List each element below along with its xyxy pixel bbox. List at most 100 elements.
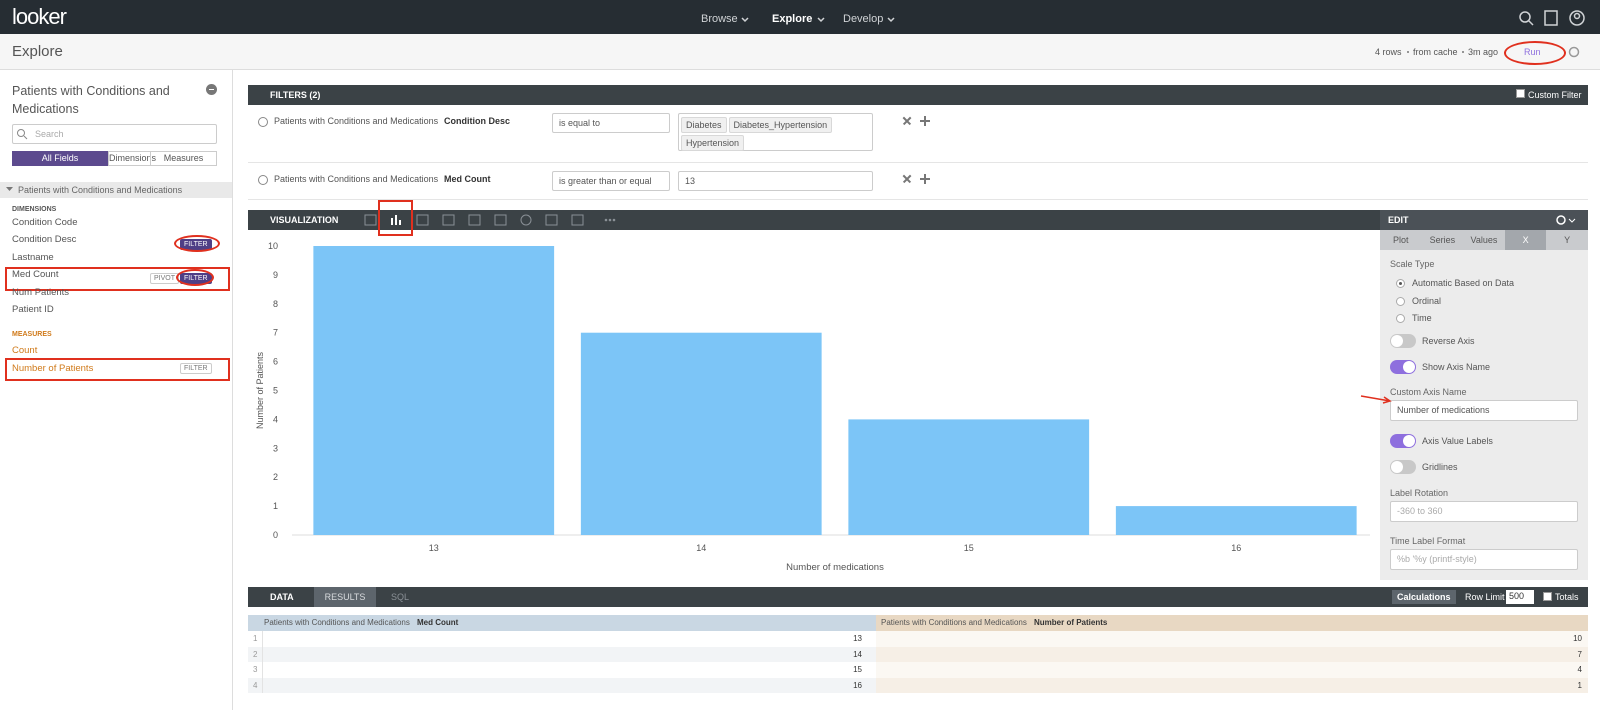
bar (313, 246, 555, 535)
column-field: Med Count (417, 618, 459, 627)
filter-chip[interactable]: Diabetes_Hypertension (728, 117, 833, 133)
header (0, 34, 1600, 70)
tab-all-fields[interactable]: All Fields (12, 151, 108, 166)
custom-filter-label[interactable]: Custom Filter (1528, 90, 1582, 100)
cell: 1 (1577, 680, 1582, 690)
filter-button[interactable]: FILTER (180, 363, 212, 374)
nav-develop[interactable]: Develop (843, 13, 884, 25)
toggle-label: Gridlines (1422, 462, 1458, 472)
custom-filter-checkbox[interactable] (1516, 89, 1525, 98)
scale-option: Automatic Based on Data (1412, 278, 1515, 288)
separator (248, 199, 1588, 200)
edit-settings[interactable] (1555, 213, 1577, 227)
column-view: Patients with Conditions and Medications (264, 618, 410, 627)
measure-field: Number of Patients (12, 363, 94, 374)
scale-option: Time (1412, 313, 1432, 323)
table-row (248, 677, 876, 693)
table-row (876, 662, 1588, 678)
tab-dimensions[interactable]: Dimensions (108, 151, 156, 166)
tab-measures[interactable]: Measures (150, 151, 217, 166)
radio[interactable] (1396, 296, 1405, 306)
time-format-input[interactable]: %b '%y (printf-style) (1390, 549, 1578, 570)
label-rotation-input[interactable]: -360 to 360 (1390, 501, 1578, 522)
dimension-field: Patient ID (12, 304, 54, 315)
toggle[interactable] (1390, 360, 1416, 374)
filter-value: 13 (678, 171, 873, 191)
edit-tab[interactable]: Series (1421, 230, 1464, 250)
table-row (248, 646, 876, 662)
filter-field: Condition Desc (444, 116, 511, 126)
search-input[interactable]: Search (12, 124, 217, 144)
column-header (248, 615, 876, 631)
row-number: 3 (253, 665, 258, 674)
cell: 14 (853, 649, 862, 659)
sql-tab[interactable]: SQL (390, 592, 409, 602)
filter-operator[interactable]: is greater than or equal (552, 171, 670, 191)
row-limit-input[interactable]: 500 (1506, 590, 1534, 604)
x-axis-title: Number of medications (786, 562, 884, 573)
measures-heading: MEASURES (12, 331, 52, 338)
view-group[interactable]: Patients with Conditions and Medications (0, 182, 232, 198)
toggle-label: Reverse Axis (1422, 336, 1475, 346)
row-number: 1 (253, 634, 258, 643)
edit-tab[interactable]: Plot (1380, 230, 1422, 250)
row-number: 4 (253, 680, 258, 690)
dimension-field: Lastname (12, 251, 54, 263)
column-view: Patients with Conditions and Medications (881, 618, 1027, 627)
cell: 7 (1577, 649, 1582, 659)
settings-icon[interactable] (1567, 45, 1581, 59)
status-cache: from cache (1413, 47, 1458, 57)
edit-tab[interactable]: Y (1546, 230, 1588, 250)
filter-gear (258, 117, 268, 127)
edit-tab[interactable]: Values (1463, 230, 1505, 250)
visualization-bar[interactable]: VISUALIZATION (248, 210, 1380, 230)
toggle-label: Axis Value Labels (1422, 436, 1493, 446)
nav-explore[interactable]: Explore (772, 13, 813, 25)
label-rotation-label: Label Rotation (1390, 488, 1449, 498)
toggle[interactable] (1390, 334, 1416, 348)
bar (848, 419, 1090, 535)
table-row (876, 631, 1588, 647)
filter-field: Med Count (444, 174, 491, 184)
x-tick-label: 16 (1231, 543, 1241, 553)
column-field: Number of Patients (1034, 618, 1108, 627)
filter-chip[interactable]: Hypertension (681, 135, 745, 151)
custom-axis-name-input[interactable]: Number of medications (1390, 400, 1578, 421)
radio[interactable] (1396, 314, 1405, 323)
filters-bar[interactable]: FILTERS (2) (248, 85, 1588, 105)
toggle[interactable] (1390, 460, 1416, 474)
custom-axis-name-label: Custom Axis Name (1390, 387, 1467, 397)
y-tick-label: 0 (273, 530, 278, 540)
filter-gear (258, 175, 268, 185)
table-row (876, 646, 1588, 662)
cell: 13 (853, 634, 862, 643)
annotation-oval (1504, 41, 1566, 65)
cell: 15 (853, 665, 862, 674)
toggle[interactable] (1390, 434, 1416, 448)
filter-view: Patients with Conditions and Medications (274, 174, 439, 184)
chart: 0 1 2 3 4 5 6 7 8 9 10 13 14 15 16 Number of Patients Nu… (255, 241, 1370, 573)
calculations-button[interactable]: Calculations (1392, 590, 1456, 604)
column-divider (262, 631, 263, 693)
filter-operator[interactable]: is equal to (552, 113, 670, 133)
y-tick-label: 8 (273, 299, 278, 309)
cell: 10 (1573, 634, 1582, 643)
edit-tab[interactable]: X (1504, 230, 1547, 250)
logo[interactable]: looker (12, 4, 67, 29)
results-tab[interactable]: RESULTS (314, 587, 376, 607)
status-age: 3m ago (1468, 47, 1499, 57)
totals-checkbox[interactable] (1543, 592, 1552, 601)
collapse-icon[interactable] (206, 84, 217, 95)
radio[interactable] (1396, 279, 1405, 288)
bar (1115, 506, 1357, 535)
nav-browse[interactable]: Browse (701, 13, 738, 25)
data-bar[interactable]: DATA (248, 587, 1588, 607)
explore-name: Patients with Conditions and Medications (12, 84, 170, 116)
y-tick-label: 10 (268, 241, 278, 251)
y-tick-label: 7 (273, 328, 278, 338)
status-rows: 4 rows (1375, 47, 1402, 57)
filter-values: Diabetes Diabetes_Hypertension Hypertensio… (678, 113, 873, 151)
filter-chip[interactable]: Diabetes (681, 117, 727, 133)
column-header (876, 615, 1588, 631)
